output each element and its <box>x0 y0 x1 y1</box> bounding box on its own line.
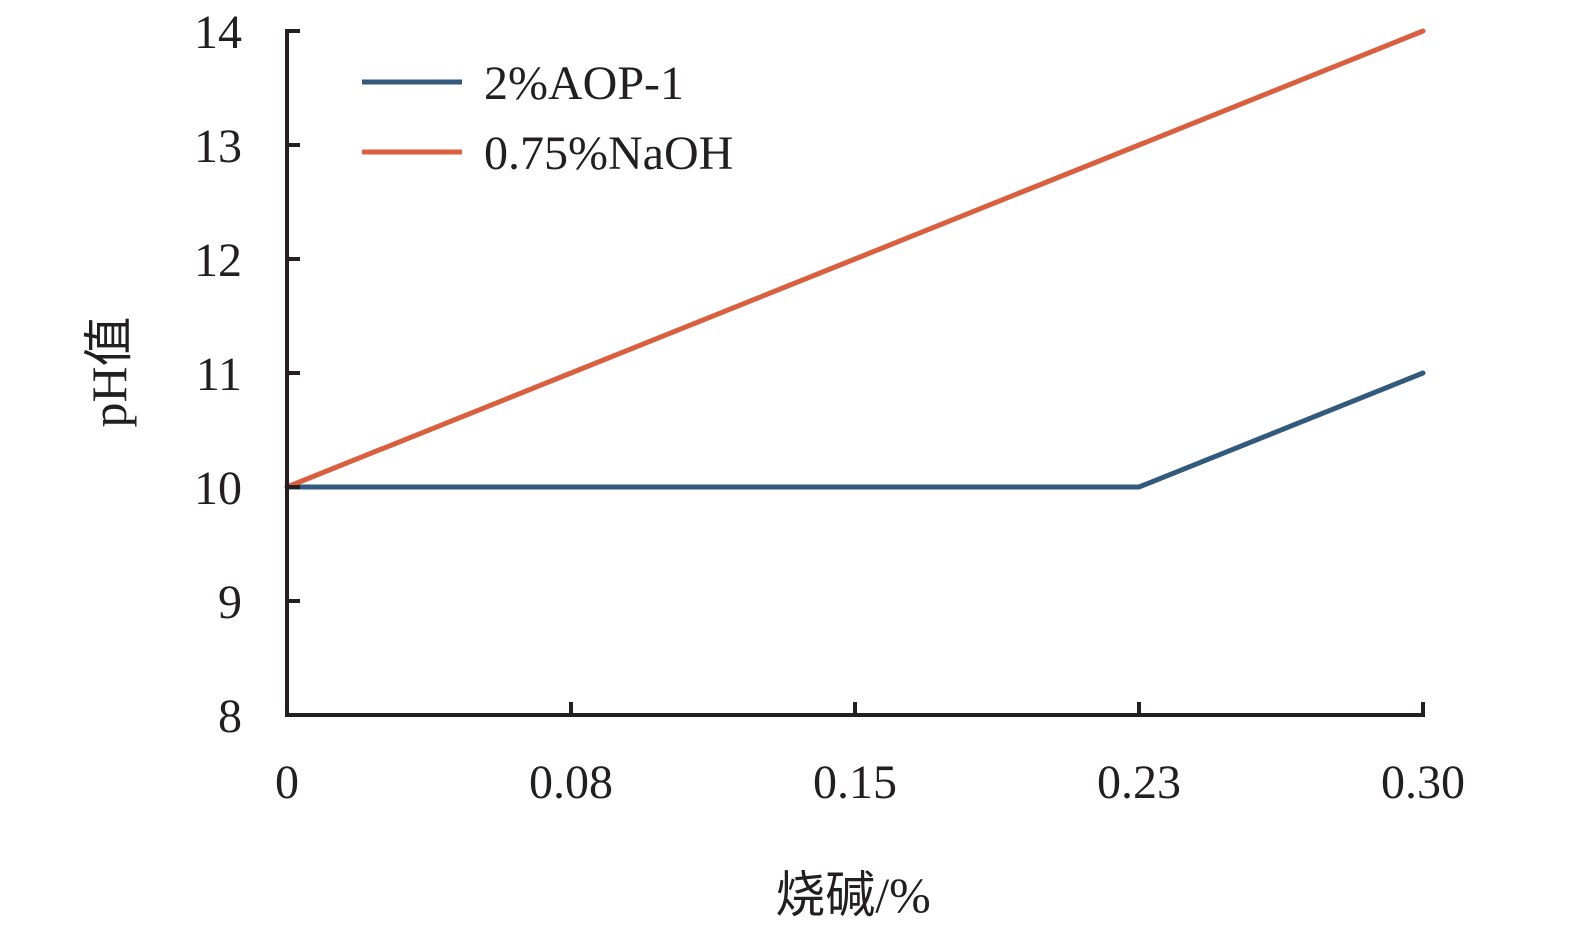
y-ticks: 8 9 10 11 12 13 14 <box>194 6 300 743</box>
y-tick-label: 14 <box>194 6 242 59</box>
x-axis-title: 烧碱/% <box>775 867 931 923</box>
y-tick-label: 8 <box>218 690 242 743</box>
y-tick-label: 13 <box>194 120 242 173</box>
x-tick-label: 0.15 <box>813 756 897 809</box>
series-group <box>284 28 1426 490</box>
x-tick-label: 0.30 <box>1381 756 1465 809</box>
legend-label-naoh: 0.75%NaOH <box>484 127 733 180</box>
x-tick-label: 0.23 <box>1097 756 1181 809</box>
x-tick-label: 0 <box>275 756 299 809</box>
y-tick-label: 10 <box>194 462 242 515</box>
y-tick-label: 11 <box>196 348 242 401</box>
y-axis-title: pH值 <box>81 316 137 427</box>
x-tick-label: 0.08 <box>529 756 613 809</box>
series-line-aop <box>284 370 1426 490</box>
legend-label-aop: 2%AOP-1 <box>484 57 684 110</box>
y-tick-label: 12 <box>194 234 242 287</box>
y-tick-label: 9 <box>218 576 242 629</box>
legend: 2%AOP-1 0.75%NaOH <box>362 57 733 180</box>
x-ticks: 0 0.08 0.15 0.23 0.30 <box>275 702 1465 809</box>
plot-area: 8 9 10 11 12 13 14 0 0.08 0.15 0.23 0.30 <box>194 6 1465 809</box>
